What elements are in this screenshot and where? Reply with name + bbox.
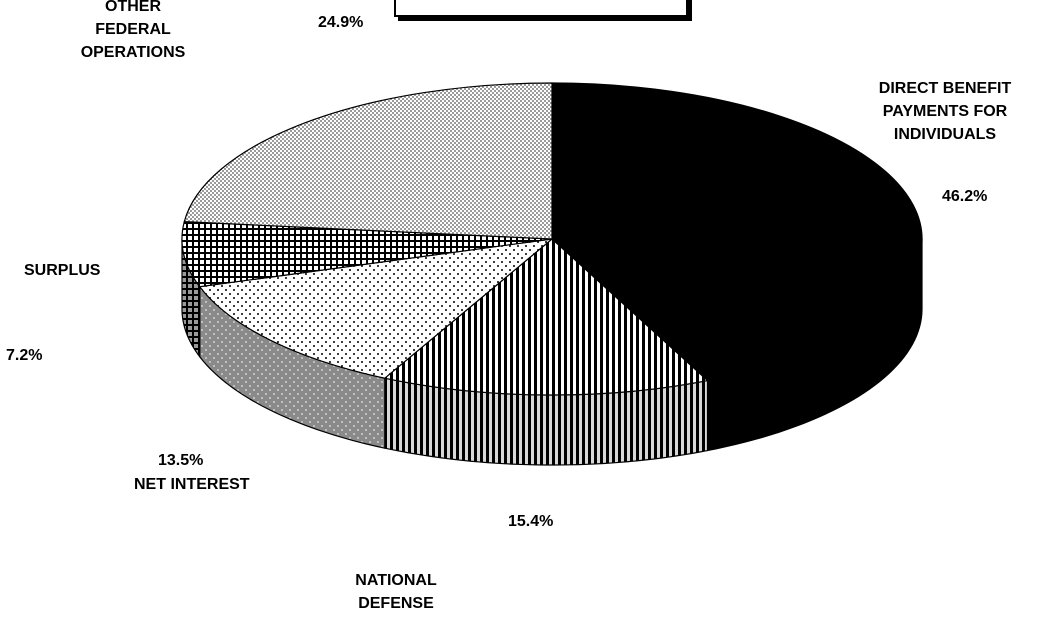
pie-slice-direct-benefit-payments-for-individuals bbox=[551, 82, 923, 382]
slice-value-direct-benefit: 46.2% bbox=[942, 188, 988, 205]
legend-box bbox=[394, 0, 688, 17]
pie-slice-net-interest bbox=[198, 238, 554, 379]
pie-slice-other-federal-operations bbox=[183, 82, 553, 240]
slice-label-surplus: SURPLUS bbox=[24, 262, 101, 279]
slice-value-net-interest: 13.5% bbox=[158, 452, 204, 469]
pie-slice-national-defense bbox=[383, 238, 709, 396]
slice-label-national-defense: NATIONAL DEFENSE bbox=[355, 572, 437, 612]
pie-slice-surplus bbox=[181, 221, 553, 288]
slice-label-other-federal: OTHER FEDERAL OPERATIONS bbox=[80, 0, 186, 61]
slice-value-national-defense: 15.4% bbox=[508, 513, 554, 530]
slice-label-net-interest: NET INTEREST bbox=[134, 476, 250, 493]
slice-value-surplus: 7.2% bbox=[6, 347, 43, 364]
slice-value-other-federal: 24.9% bbox=[318, 14, 364, 31]
slice-label-direct-benefit: DIRECT BENEFIT PAYMENTS FOR INDIVIDUALS bbox=[878, 80, 1012, 143]
